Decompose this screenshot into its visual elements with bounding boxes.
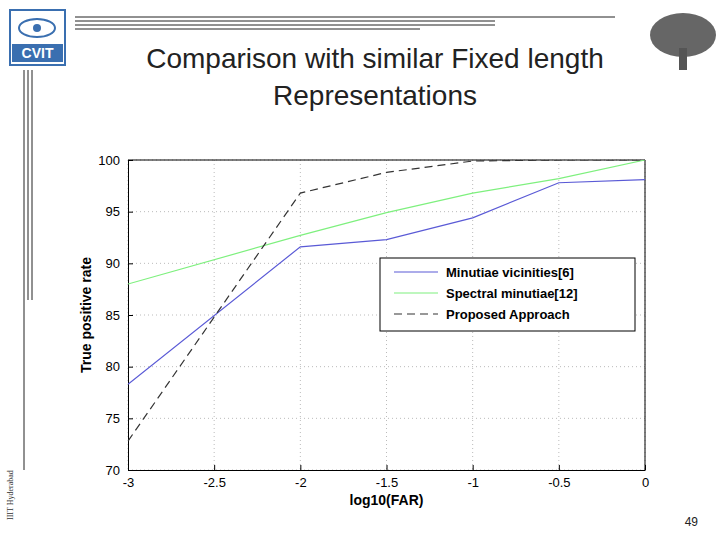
- tick: 85: [106, 308, 133, 323]
- logo-pupil: [33, 24, 41, 32]
- title-line: Comparison with similar Fixed length: [146, 43, 604, 74]
- legend-swatch: [394, 292, 438, 293]
- slide: CVIT IIIT Hyderabad 49 Comparison with simi…: [0, 0, 720, 540]
- tree-icon: [650, 13, 716, 70]
- decoration: [24, 13, 716, 470]
- tick-label: -1: [467, 475, 479, 490]
- tick-mark: [128, 470, 133, 471]
- legend-box: [380, 258, 635, 331]
- legend-swatch: [394, 271, 438, 272]
- grid-line-y: [128, 418, 645, 419]
- logo: CVIT: [10, 10, 65, 65]
- legend-swatch: [394, 313, 438, 314]
- tick-label: 90: [106, 256, 120, 271]
- legend-label: Minutiae vicinities[6]: [446, 265, 574, 280]
- tick-label: -1.5: [376, 475, 398, 490]
- y-axis: 70 75 80 85 90 95 100: [98, 153, 133, 478]
- tick: 75: [106, 411, 133, 426]
- series-line: [128, 180, 645, 385]
- lines: [128, 160, 645, 441]
- tick-mark: [128, 315, 133, 316]
- tick-mark: [128, 212, 133, 213]
- logo-box: [10, 10, 65, 65]
- plot-background: [128, 160, 645, 470]
- tick: 95: [106, 204, 133, 219]
- legend-label: Proposed Approach: [446, 307, 570, 322]
- frame-right: [645, 160, 646, 470]
- deco-line: [75, 29, 420, 30]
- logo-band: [12, 44, 63, 62]
- legend: Minutiae vicinities[6] Spectral minutiae[…: [380, 258, 635, 331]
- tick: -2.5: [203, 465, 225, 490]
- tick: -1: [467, 465, 479, 490]
- grid-line-x: [645, 160, 646, 470]
- tick: 70: [106, 463, 133, 478]
- tick: 100: [98, 153, 133, 168]
- side-text: IIIT Hyderabad: [6, 470, 15, 520]
- x-axis: -3 -2.5 -2 -1.5 -1 -0.5 0: [123, 465, 649, 490]
- axis-line: [129, 470, 646, 471]
- x-axis-label: log10(FAR): [350, 492, 424, 508]
- tick-label: 0: [642, 475, 649, 490]
- tick-label: 85: [106, 308, 120, 323]
- deco-line: [28, 70, 29, 300]
- tick-mark: [300, 465, 301, 470]
- deco-line: [75, 21, 495, 22]
- tick-mark: [473, 465, 474, 470]
- tick-mark: [559, 465, 560, 470]
- deco-line: [75, 25, 495, 26]
- tree-trunk: [679, 48, 687, 70]
- y-axis-label: True positive rate: [78, 257, 94, 373]
- tick-label: 80: [106, 359, 120, 374]
- logo-text: CVIT: [22, 45, 54, 61]
- tick: 90: [106, 256, 133, 271]
- tick-label: -0.5: [548, 475, 570, 490]
- tick-label: 95: [106, 204, 120, 219]
- legend-label: Spectral minutiae[12]: [446, 286, 578, 301]
- tick-mark: [128, 367, 133, 368]
- tick-mark: [387, 465, 388, 470]
- deco-line: [75, 17, 615, 18]
- tick: -2: [295, 465, 307, 490]
- tick-mark: [128, 418, 133, 419]
- tick-mark: [214, 465, 215, 470]
- tick: -1.5: [376, 465, 398, 490]
- tick-label: 70: [106, 463, 120, 478]
- tick: -0.5: [548, 465, 570, 490]
- logo-eye: [19, 19, 55, 37]
- grid: [128, 160, 645, 470]
- tick-mark: [128, 263, 133, 264]
- title-line: Representations: [273, 80, 477, 111]
- deco-line: [32, 70, 33, 300]
- title: Comparison with similar Fixed length Repr…: [146, 43, 604, 111]
- grid-line-y: [128, 366, 645, 367]
- series-line: [128, 160, 645, 441]
- tick-label: -2.5: [203, 475, 225, 490]
- tick-label: 75: [106, 411, 120, 426]
- tick-label: -2: [295, 475, 307, 490]
- deco-line: [24, 70, 25, 470]
- tick-label: 100: [98, 153, 120, 168]
- tick: 80: [106, 359, 133, 374]
- tick-label: -3: [123, 475, 135, 490]
- grid-line-y: [128, 211, 645, 212]
- page-number: 49: [685, 515, 699, 529]
